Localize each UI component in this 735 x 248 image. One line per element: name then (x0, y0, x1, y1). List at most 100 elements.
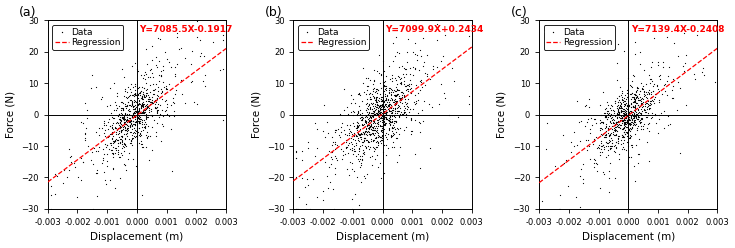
Point (383, 118, 395, 122)
Point (128, 92, 140, 96)
Point (372, 141, 384, 145)
Point (604, 133, 616, 137)
Point (141, 105, 153, 109)
Point (342, 112, 354, 116)
Point (368, 127, 379, 131)
Point (118, 89, 130, 93)
Point (624, 83, 636, 87)
Point (357, 151, 369, 155)
Point (386, 125, 398, 129)
Point (131, 135, 143, 139)
Point (126, 119, 138, 123)
Point (394, 96, 406, 100)
Point (362, 172, 373, 176)
Point (353, 124, 365, 128)
Point (598, 132, 609, 136)
Point (127, 112, 139, 116)
Point (362, 101, 373, 105)
Point (584, 157, 596, 161)
Point (374, 119, 386, 123)
Point (617, 133, 628, 137)
Point (631, 115, 642, 119)
Point (107, 134, 118, 138)
Point (118, 116, 129, 120)
Point (151, 105, 163, 109)
Point (395, 98, 406, 102)
Point (150, 97, 162, 101)
Point (368, 78, 380, 82)
Point (140, 102, 152, 106)
Point (139, 94, 151, 98)
Point (369, 113, 381, 117)
Point (143, 134, 154, 138)
Point (375, 113, 387, 117)
Point (137, 92, 148, 96)
Point (186, 49, 198, 53)
Point (629, 109, 641, 113)
Point (629, 96, 641, 100)
Point (628, 114, 640, 118)
Y-axis label: Force (N): Force (N) (251, 91, 261, 138)
Point (132, 119, 144, 123)
Point (354, 124, 365, 127)
Point (645, 77, 656, 81)
Point (146, 44, 158, 48)
Point (301, 177, 313, 181)
Point (391, 92, 403, 96)
Point (147, 101, 159, 105)
Point (618, 120, 630, 124)
Point (629, 40, 641, 44)
Point (120, 117, 132, 121)
Point (327, 140, 339, 144)
Point (368, 87, 379, 91)
Point (132, 111, 144, 115)
Point (594, 126, 606, 130)
Point (329, 142, 341, 146)
Point (386, 108, 398, 112)
Point (392, 153, 404, 157)
Point (134, 111, 146, 115)
Point (354, 157, 366, 161)
Point (372, 135, 384, 139)
Point (367, 125, 379, 129)
Point (151, 97, 163, 101)
Point (635, 99, 647, 103)
Point (428, 67, 440, 71)
Point (373, 109, 385, 113)
Point (415, 48, 426, 52)
Point (363, 130, 375, 134)
Point (614, 157, 625, 161)
Point (118, 145, 130, 149)
Point (129, 135, 141, 139)
Point (102, 135, 114, 139)
Point (387, 123, 398, 127)
Point (384, 113, 395, 117)
Point (572, 99, 584, 103)
Point (617, 127, 628, 131)
Point (595, 35, 607, 39)
Point (345, 160, 356, 164)
Point (389, 93, 401, 96)
Point (359, 132, 371, 136)
Point (612, 107, 624, 111)
Point (320, 120, 332, 124)
Point (124, 109, 136, 113)
Point (122, 124, 134, 128)
Point (384, 102, 395, 106)
Point (617, 134, 628, 138)
Point (400, 72, 412, 76)
Point (130, 105, 142, 109)
Point (630, 100, 642, 104)
Point (652, 60, 664, 64)
Point (157, 124, 168, 128)
Point (604, 119, 616, 123)
Point (165, 127, 176, 131)
Point (131, 103, 143, 107)
Point (377, 139, 389, 143)
Point (365, 137, 376, 141)
Point (577, 177, 589, 181)
Point (376, 104, 387, 108)
Point (290, 150, 302, 154)
Point (633, 117, 645, 121)
Point (374, 107, 386, 111)
